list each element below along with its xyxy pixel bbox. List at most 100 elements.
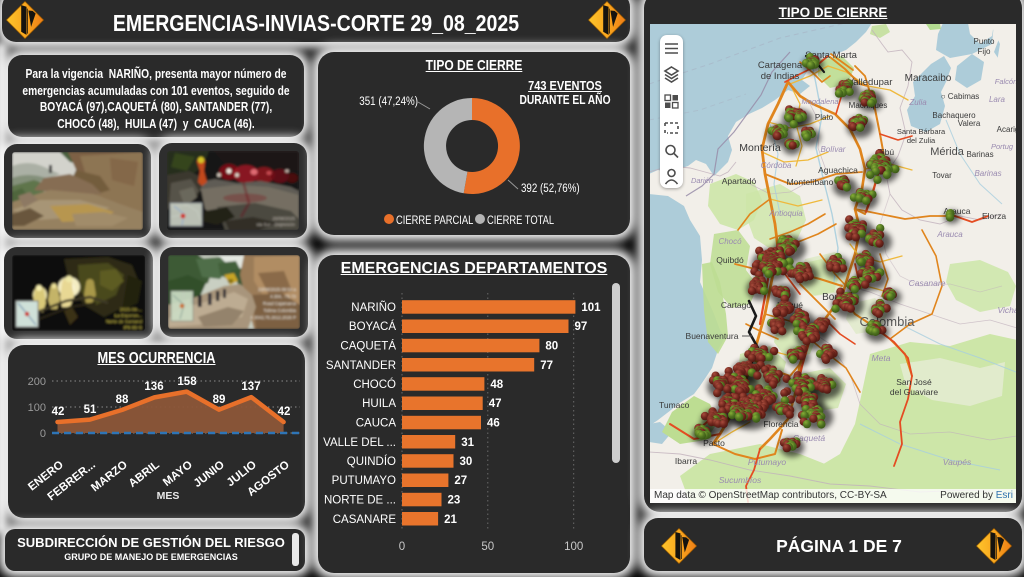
svg-text:2025-08-...: 2025-08-... [120, 307, 142, 312]
svg-text:Portug: Portug [991, 142, 1014, 151]
svg-text:MAYO: MAYO [161, 459, 195, 489]
svg-text:Lara: Lara [989, 95, 1006, 104]
svg-text:del Zulia: del Zulia [907, 136, 936, 145]
svg-text:Darién: Darién [691, 176, 713, 185]
svg-text:Putumayo: Putumayo [748, 457, 787, 467]
svg-text:Tovar: Tovar [932, 171, 952, 180]
svg-text:SANTANDER: SANTANDER [326, 360, 396, 372]
svg-text:0: 0 [40, 428, 46, 440]
svg-text:100: 100 [564, 541, 583, 553]
svg-text:Punto: Punto [974, 37, 995, 46]
svg-text:100: 100 [28, 402, 46, 414]
svg-text:Santa Marta: Santa Marta [805, 50, 857, 61]
svg-text:4.304, -75.73: 4.304, -75.73 [270, 294, 296, 299]
svg-text:Ibarra: Ibarra [675, 456, 697, 466]
svg-text:42: 42 [278, 406, 291, 418]
svg-text:Santa Bárbara: Santa Bárbara [897, 127, 946, 136]
svg-text:42: 42 [52, 406, 65, 418]
svg-text:CHOCÓ: CHOCÓ [353, 378, 396, 391]
svg-text:Bachaquero: Bachaquero [932, 111, 976, 120]
svg-text:88: 88 [116, 394, 129, 406]
svg-text:Bolívar: Bolívar [821, 145, 846, 154]
svg-text:San José: San José [896, 377, 932, 387]
svg-text:Road Cajamarca: Road Cajamarca [263, 301, 297, 306]
svg-text:200: 200 [28, 376, 46, 388]
svg-text:Quibdó: Quibdó [716, 255, 744, 265]
svg-text:Vaupés: Vaupés [943, 457, 972, 467]
svg-text:Plato: Plato [815, 113, 834, 122]
svg-text:30: 30 [460, 456, 473, 468]
svg-text:Casanare: Casanare [909, 278, 946, 288]
svg-text:JUNIO: JUNIO [192, 459, 227, 490]
svg-text:Apartadó: Apartadó [722, 176, 757, 186]
svg-text:Valledupar: Valledupar [848, 77, 893, 88]
svg-text:Montelíbano: Montelíbano [787, 177, 834, 187]
svg-text:Vicha: Vicha [997, 305, 1016, 315]
svg-text:de Indias: de Indias [761, 71, 800, 82]
svg-text:Falcón: Falcón [995, 77, 1016, 86]
svg-text:Barinas: Barinas [974, 169, 1001, 178]
svg-text:La Esperan...: La Esperan... [115, 313, 142, 318]
svg-text:137: 137 [241, 381, 260, 393]
svg-text:Fijo: Fijo [978, 47, 991, 56]
svg-text:HUILA: HUILA [362, 398, 396, 410]
svg-text:ABRIL: ABRIL [127, 459, 162, 490]
svg-text:Barinas: Barinas [966, 150, 993, 159]
svg-text:Cartagena: Cartagena [758, 60, 803, 71]
svg-text:Sucumbíos: Sucumbíos [719, 475, 762, 485]
svg-text:CAUCA: CAUCA [356, 418, 397, 430]
svg-text:50: 50 [481, 541, 494, 553]
svg-text:80: 80 [545, 341, 558, 353]
svg-text:Acarig: Acarig [997, 125, 1016, 134]
svg-text:27: 27 [454, 475, 467, 487]
svg-text:Buenaventura: Buenaventura [686, 331, 739, 341]
svg-text:CAQUETÁ: CAQUETÁ [340, 340, 396, 353]
svg-text:23: 23 [448, 495, 461, 507]
svg-text:Arauca: Arauca [936, 230, 963, 239]
svg-text:29/08/2025: 29/08/2025 [272, 216, 295, 221]
svg-text:101: 101 [581, 302, 601, 314]
svg-text:○ Cabimas: ○ Cabimas [941, 92, 980, 101]
svg-text:23/08/2025 08:54 a: 23/08/2025 08:54 a [258, 287, 296, 292]
svg-text:Tolima Colombia: Tolima Colombia [264, 308, 297, 313]
svg-text:Cartago: Cartago [721, 300, 752, 310]
svg-text:Montería: Montería [739, 142, 781, 154]
svg-text:IP9 85+9: IP9 85+9 [123, 325, 142, 330]
svg-text:Meta: Meta [872, 353, 891, 363]
svg-text:Florencia: Florencia [764, 419, 799, 429]
svg-text:21: 21 [444, 514, 457, 526]
svg-text:MARZO: MARZO [89, 459, 130, 494]
svg-text:Mérida: Mérida [930, 146, 965, 158]
svg-text:Córdoba: Córdoba [761, 161, 792, 170]
svg-text:158: 158 [177, 376, 197, 388]
svg-text:Maracaibo: Maracaibo [905, 73, 952, 84]
svg-text:Antioquia: Antioquia [768, 209, 803, 218]
svg-text:Aguachica: Aguachica [818, 165, 858, 175]
svg-text:PUTUMAYO: PUTUMAYO [332, 475, 396, 487]
svg-text:51: 51 [84, 404, 97, 416]
svg-text:4.3042,75.2612,2026 P: 4.3042,75.2612,2026 P [250, 315, 296, 320]
svg-text:QUINDÍO: QUINDÍO [347, 455, 396, 468]
svg-text:CASANARE: CASANARE [333, 514, 397, 526]
svg-text:0: 0 [399, 541, 405, 553]
svg-text:Elorza: Elorza [982, 211, 1006, 221]
svg-text:89: 89 [213, 394, 226, 406]
svg-text:Pasto: Pasto [703, 438, 725, 448]
svg-text:VALLE DEL ...: VALLE DEL ... [323, 437, 396, 449]
svg-text:77: 77 [540, 360, 553, 372]
svg-text:via Sur - Depresión: via Sur - Depresión [256, 222, 295, 227]
svg-text:Magdalena: Magdalena [801, 97, 838, 106]
svg-text:MES: MES [157, 490, 180, 502]
svg-text:Tumaco: Tumaco [659, 400, 690, 410]
svg-text:136: 136 [144, 381, 163, 393]
svg-text:BOYACÁ: BOYACÁ [349, 320, 396, 333]
svg-text:47: 47 [489, 398, 502, 410]
svg-text:Tibú: Tibú [878, 147, 894, 157]
svg-text:Caquetá: Caquetá [793, 433, 825, 443]
svg-text:Chocó: Chocó [718, 237, 742, 246]
svg-text:Zulia: Zulia [908, 98, 927, 107]
svg-text:Norte de Santand: Norte de Santand [106, 319, 142, 324]
svg-text:del Guaviare: del Guaviare [890, 387, 938, 397]
svg-text:NORTE DE ...: NORTE DE ... [324, 495, 396, 507]
svg-text:97: 97 [575, 321, 588, 333]
